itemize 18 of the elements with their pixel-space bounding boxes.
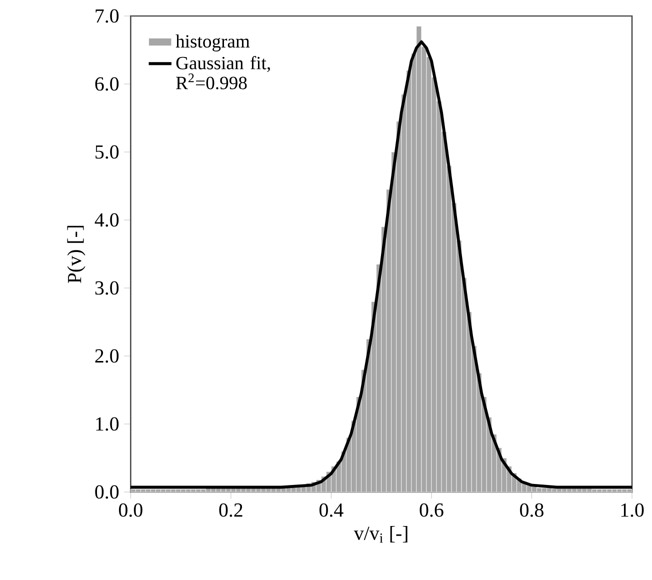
x-tick-label: 0.8 xyxy=(520,503,544,517)
y-tick-label: 5.0 xyxy=(96,145,119,159)
y-tick-label: 1.0 xyxy=(96,417,119,431)
x-tick-label: 0.4 xyxy=(320,503,344,517)
y-axis-title: P(v) [-] xyxy=(67,226,86,284)
x-tick-label: 0.6 xyxy=(420,503,444,517)
y-tick-label: 7.0 xyxy=(96,9,119,23)
x-tick-label: 0.0 xyxy=(118,503,142,517)
legend-label: histogram xyxy=(176,34,250,52)
x-tick-label: 0.2 xyxy=(219,503,242,517)
y-tick-label: 2.0 xyxy=(95,349,119,363)
y-tick-label: 3.0 xyxy=(95,281,119,295)
legend-label: Gaussian fit, R$^{2}$=0.998 xyxy=(176,56,270,90)
x-axis-title: v/v$_{i}$ [-] xyxy=(354,526,408,543)
y-tick-label: 4.0 xyxy=(94,213,119,227)
y-tick-label: 0.0 xyxy=(95,485,119,499)
x-tick-label: 1.0 xyxy=(621,503,644,517)
y-tick-label: 6.0 xyxy=(95,77,119,91)
